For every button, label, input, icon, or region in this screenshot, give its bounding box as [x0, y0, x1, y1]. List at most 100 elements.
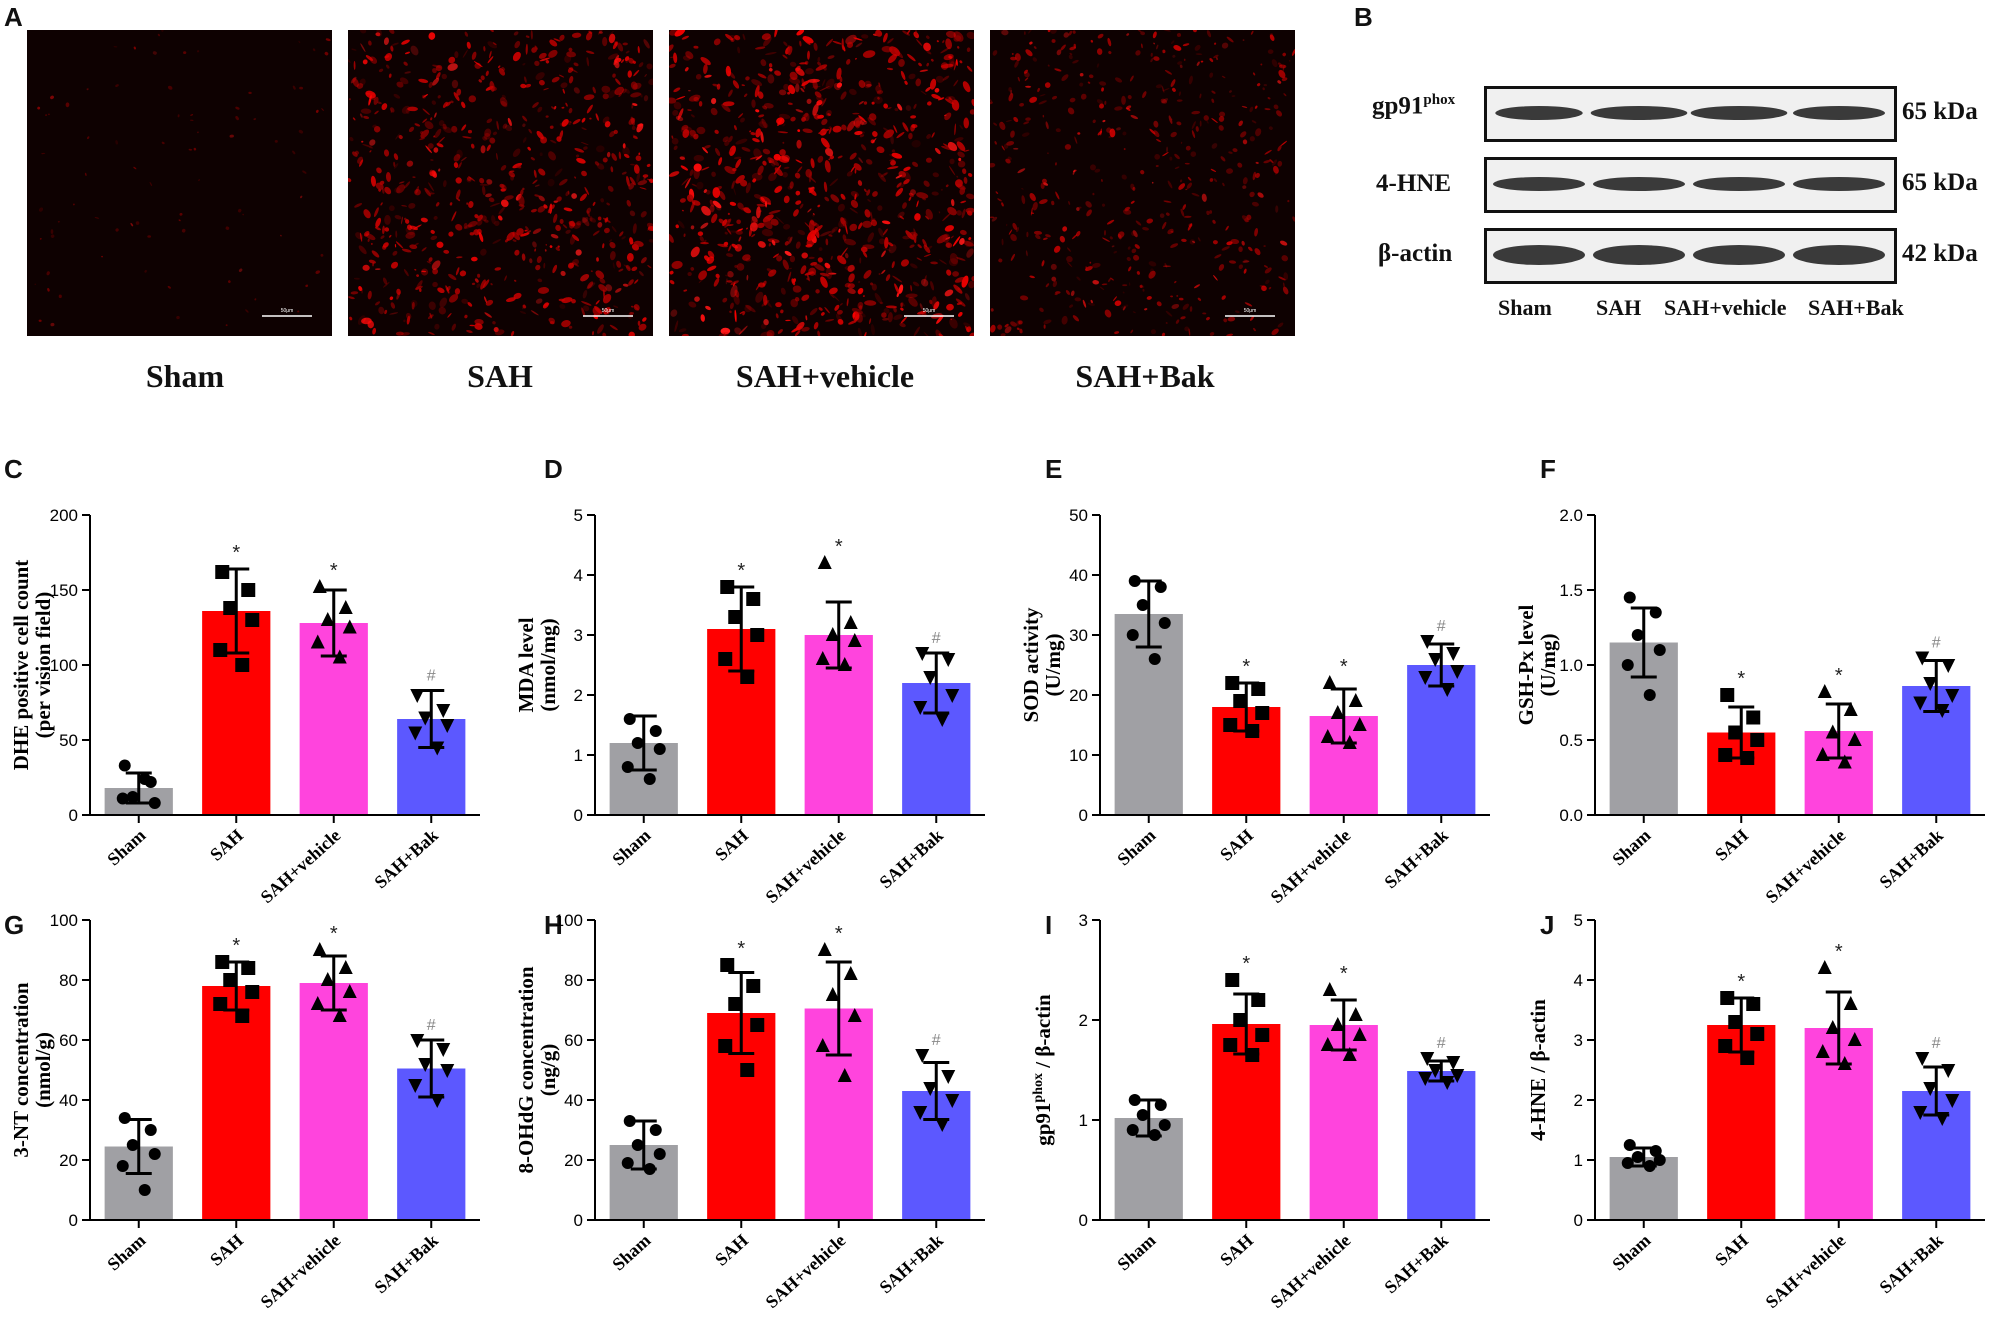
fluorescent-cell — [830, 255, 833, 260]
fluorescent-cell — [828, 234, 833, 237]
fluorescent-cell — [561, 106, 565, 109]
fluorescent-cell — [782, 259, 789, 270]
fluorescent-cell — [607, 89, 616, 99]
fluorescent-cell — [1068, 30, 1073, 36]
fluorescent-cell — [466, 41, 471, 49]
fluorescent-cell — [611, 153, 617, 161]
fluorescent-cell — [1069, 52, 1073, 55]
fluorescent-cell — [622, 143, 626, 149]
data-point — [215, 565, 230, 579]
fluorescent-cell — [514, 249, 520, 256]
fluorescent-cell — [371, 250, 380, 258]
fluorescent-cell — [738, 325, 748, 335]
fluorescent-cell — [1221, 42, 1229, 49]
fluorescent-cell — [363, 209, 371, 219]
fluorescent-cell — [882, 317, 889, 321]
data-point — [740, 1063, 755, 1077]
fluorescent-cell — [673, 101, 682, 110]
data-point — [935, 1118, 950, 1132]
fluorescent-cell — [959, 60, 963, 64]
fluorescent-cell — [1032, 57, 1038, 62]
fluorescent-cell — [815, 64, 828, 71]
fluorescent-cell — [1162, 30, 1171, 32]
fluorescent-cell — [634, 279, 639, 284]
fluorescent-cell — [1249, 191, 1255, 198]
fluorescent-cell — [639, 270, 644, 277]
fluorescent-cell — [884, 237, 889, 249]
fluorescent-cell — [763, 102, 774, 109]
fluorescent-cell — [890, 135, 894, 145]
fluorescent-cell — [534, 60, 540, 67]
fluorescent-cell — [45, 114, 48, 117]
fluorescent-cell — [701, 166, 710, 171]
fluorescent-cell — [1153, 120, 1159, 128]
fluorescent-cell — [683, 154, 686, 161]
fluorescent-cell — [1182, 303, 1189, 310]
fluorescent-cell — [819, 231, 832, 237]
fluorescent-cell — [1220, 156, 1226, 162]
fluorescent-cell — [1016, 327, 1020, 330]
fluorescent-cell — [506, 231, 515, 241]
fluorescent-cell — [1206, 120, 1209, 124]
fluorescent-cell — [325, 38, 331, 42]
y-tick-label: 60 — [564, 1031, 583, 1050]
y-tick-label: 5 — [574, 506, 583, 525]
fluorescent-cell — [717, 243, 728, 248]
fluorescent-cell — [568, 220, 576, 227]
fluorescent-cell — [766, 329, 775, 336]
fluorescent-cell — [927, 101, 932, 106]
fluorescent-cell — [456, 149, 463, 159]
fluorescent-cell — [688, 94, 701, 102]
fluorescent-cell — [394, 215, 402, 220]
fluorescent-cell — [618, 151, 622, 160]
fluorescent-cell — [713, 278, 720, 287]
fluorescent-cell — [430, 117, 433, 121]
fluorescent-cell — [414, 268, 417, 271]
fluorescent-cell — [815, 289, 820, 294]
fluorescent-cell — [760, 59, 767, 67]
fluorescent-cell — [1156, 139, 1162, 143]
fluorescent-cell — [839, 302, 843, 306]
fluorescent-cell — [512, 239, 517, 242]
fluorescent-cell — [464, 31, 469, 37]
fluorescent-cell — [1044, 82, 1051, 88]
fluorescent-cell — [730, 37, 735, 43]
fluorescent-cell — [496, 120, 499, 130]
fluorescent-cell — [485, 70, 489, 77]
fluorescent-cell — [1107, 37, 1112, 47]
data-point — [1450, 665, 1465, 679]
panel-label-e: E — [1045, 454, 1063, 484]
fluorescent-cell — [471, 51, 477, 60]
fluorescent-cell — [777, 131, 789, 134]
fluorescent-cell — [442, 123, 447, 130]
fluorescent-cell — [722, 219, 728, 227]
fluorescent-cell — [1168, 115, 1173, 124]
fluorescent-cell — [945, 241, 951, 248]
y-tick-label: 100 — [555, 911, 583, 930]
fluorescent-cell — [486, 144, 491, 152]
fluorescent-cell — [421, 270, 427, 273]
fluorescent-cell — [732, 184, 736, 196]
data-point — [245, 985, 260, 999]
fluorescent-cell — [407, 106, 418, 112]
fluorescent-cell — [966, 47, 971, 53]
fluorescent-cell — [1170, 131, 1177, 138]
fluorescent-cell — [1206, 210, 1210, 216]
fluorescent-cell — [544, 249, 547, 252]
fluorescent-cell — [441, 126, 444, 129]
data-point — [1847, 1032, 1862, 1046]
fluorescent-cell — [405, 231, 416, 239]
fluorescent-cell — [1005, 158, 1011, 164]
micrograph-sah: 50μm — [348, 30, 653, 336]
fluorescent-cell — [758, 114, 765, 118]
fluorescent-cell — [899, 215, 905, 220]
fluorescent-cell — [840, 91, 847, 100]
fluorescent-cell — [647, 265, 652, 269]
fluorescent-cell — [892, 275, 903, 283]
data-point — [148, 1148, 161, 1160]
fluorescent-cell — [809, 176, 817, 183]
fluorescent-cell — [135, 221, 140, 225]
fluorescent-cell — [592, 331, 594, 336]
fluorescent-cell — [237, 208, 242, 213]
fluorescent-cell — [878, 238, 885, 245]
